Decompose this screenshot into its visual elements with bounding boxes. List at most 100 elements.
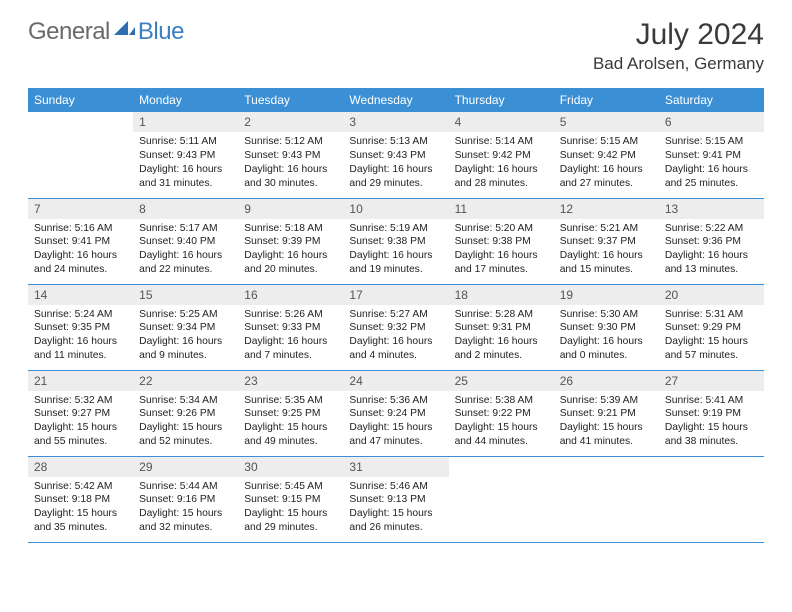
daylight-line: Daylight: 16 hours and 17 minutes. (455, 249, 548, 277)
day-number: 7 (28, 199, 133, 219)
day-number: 29 (133, 457, 238, 477)
header: General Blue July 2024 Bad Arolsen, Germ… (0, 0, 792, 82)
column-header: Wednesday (343, 88, 448, 112)
sunrise-line: Sunrise: 5:15 AM (665, 135, 758, 149)
day-details: Sunrise: 5:34 AMSunset: 9:26 PMDaylight:… (133, 391, 238, 456)
sunset-line: Sunset: 9:41 PM (665, 149, 758, 163)
logo-text-general: General (28, 18, 110, 46)
daylight-line: Daylight: 15 hours and 29 minutes. (244, 507, 337, 535)
day-details: Sunrise: 5:14 AMSunset: 9:42 PMDaylight:… (449, 132, 554, 197)
day-number: 4 (449, 112, 554, 132)
calendar-day-cell: 18Sunrise: 5:28 AMSunset: 9:31 PMDayligh… (449, 284, 554, 370)
sunset-line: Sunset: 9:31 PM (455, 321, 548, 335)
day-number: 25 (449, 371, 554, 391)
calendar-day-cell: 22Sunrise: 5:34 AMSunset: 9:26 PMDayligh… (133, 370, 238, 456)
calendar-day-cell: 6Sunrise: 5:15 AMSunset: 9:41 PMDaylight… (659, 112, 764, 198)
sunrise-line: Sunrise: 5:41 AM (665, 394, 758, 408)
day-number: 3 (343, 112, 448, 132)
sunset-line: Sunset: 9:43 PM (139, 149, 232, 163)
calendar-day-cell: 5Sunrise: 5:15 AMSunset: 9:42 PMDaylight… (554, 112, 659, 198)
day-details: Sunrise: 5:26 AMSunset: 9:33 PMDaylight:… (238, 305, 343, 370)
calendar-empty-cell (554, 456, 659, 542)
sunrise-line: Sunrise: 5:13 AM (349, 135, 442, 149)
daylight-line: Daylight: 16 hours and 30 minutes. (244, 163, 337, 191)
logo: General Blue (28, 18, 184, 46)
day-details: Sunrise: 5:13 AMSunset: 9:43 PMDaylight:… (343, 132, 448, 197)
calendar-day-cell: 26Sunrise: 5:39 AMSunset: 9:21 PMDayligh… (554, 370, 659, 456)
daylight-line: Daylight: 15 hours and 44 minutes. (455, 421, 548, 449)
daylight-line: Daylight: 16 hours and 4 minutes. (349, 335, 442, 363)
sunset-line: Sunset: 9:41 PM (34, 235, 127, 249)
sunrise-line: Sunrise: 5:25 AM (139, 308, 232, 322)
calendar-day-cell: 10Sunrise: 5:19 AMSunset: 9:38 PMDayligh… (343, 198, 448, 284)
calendar-day-cell: 14Sunrise: 5:24 AMSunset: 9:35 PMDayligh… (28, 284, 133, 370)
calendar-day-cell: 28Sunrise: 5:42 AMSunset: 9:18 PMDayligh… (28, 456, 133, 542)
day-number: 16 (238, 285, 343, 305)
column-header: Sunday (28, 88, 133, 112)
calendar-week-row: 14Sunrise: 5:24 AMSunset: 9:35 PMDayligh… (28, 284, 764, 370)
calendar-day-cell: 2Sunrise: 5:12 AMSunset: 9:43 PMDaylight… (238, 112, 343, 198)
sunset-line: Sunset: 9:40 PM (139, 235, 232, 249)
sunrise-line: Sunrise: 5:46 AM (349, 480, 442, 494)
sunset-line: Sunset: 9:16 PM (139, 493, 232, 507)
sunrise-line: Sunrise: 5:30 AM (560, 308, 653, 322)
daylight-line: Daylight: 16 hours and 20 minutes. (244, 249, 337, 277)
calendar-empty-cell (28, 112, 133, 198)
daylight-line: Daylight: 16 hours and 13 minutes. (665, 249, 758, 277)
calendar-day-cell: 25Sunrise: 5:38 AMSunset: 9:22 PMDayligh… (449, 370, 554, 456)
sunset-line: Sunset: 9:42 PM (455, 149, 548, 163)
sunset-line: Sunset: 9:27 PM (34, 407, 127, 421)
day-details: Sunrise: 5:28 AMSunset: 9:31 PMDaylight:… (449, 305, 554, 370)
day-number: 27 (659, 371, 764, 391)
day-details: Sunrise: 5:11 AMSunset: 9:43 PMDaylight:… (133, 132, 238, 197)
sunrise-line: Sunrise: 5:20 AM (455, 222, 548, 236)
sunset-line: Sunset: 9:38 PM (349, 235, 442, 249)
sunset-line: Sunset: 9:34 PM (139, 321, 232, 335)
day-details: Sunrise: 5:12 AMSunset: 9:43 PMDaylight:… (238, 132, 343, 197)
calendar-day-cell: 17Sunrise: 5:27 AMSunset: 9:32 PMDayligh… (343, 284, 448, 370)
sunrise-line: Sunrise: 5:31 AM (665, 308, 758, 322)
calendar-day-cell: 1Sunrise: 5:11 AMSunset: 9:43 PMDaylight… (133, 112, 238, 198)
calendar-day-cell: 7Sunrise: 5:16 AMSunset: 9:41 PMDaylight… (28, 198, 133, 284)
day-details: Sunrise: 5:17 AMSunset: 9:40 PMDaylight:… (133, 219, 238, 284)
sunset-line: Sunset: 9:30 PM (560, 321, 653, 335)
day-details: Sunrise: 5:42 AMSunset: 9:18 PMDaylight:… (28, 477, 133, 542)
day-number: 22 (133, 371, 238, 391)
daylight-line: Daylight: 15 hours and 38 minutes. (665, 421, 758, 449)
day-number: 6 (659, 112, 764, 132)
day-details: Sunrise: 5:15 AMSunset: 9:41 PMDaylight:… (659, 132, 764, 197)
day-number: 18 (449, 285, 554, 305)
sunrise-line: Sunrise: 5:32 AM (34, 394, 127, 408)
day-number: 21 (28, 371, 133, 391)
calendar-table: SundayMondayTuesdayWednesdayThursdayFrid… (28, 88, 764, 543)
column-header: Thursday (449, 88, 554, 112)
sunset-line: Sunset: 9:35 PM (34, 321, 127, 335)
daylight-line: Daylight: 16 hours and 19 minutes. (349, 249, 442, 277)
day-details: Sunrise: 5:38 AMSunset: 9:22 PMDaylight:… (449, 391, 554, 456)
day-details: Sunrise: 5:45 AMSunset: 9:15 PMDaylight:… (238, 477, 343, 542)
sunrise-line: Sunrise: 5:26 AM (244, 308, 337, 322)
logo-text-blue: Blue (138, 18, 184, 46)
day-details: Sunrise: 5:16 AMSunset: 9:41 PMDaylight:… (28, 219, 133, 284)
day-number: 24 (343, 371, 448, 391)
daylight-line: Daylight: 15 hours and 52 minutes. (139, 421, 232, 449)
sunrise-line: Sunrise: 5:35 AM (244, 394, 337, 408)
column-header: Tuesday (238, 88, 343, 112)
day-number: 30 (238, 457, 343, 477)
day-details: Sunrise: 5:18 AMSunset: 9:39 PMDaylight:… (238, 219, 343, 284)
day-details: Sunrise: 5:20 AMSunset: 9:38 PMDaylight:… (449, 219, 554, 284)
sunrise-line: Sunrise: 5:14 AM (455, 135, 548, 149)
sunrise-line: Sunrise: 5:19 AM (349, 222, 442, 236)
sunrise-line: Sunrise: 5:16 AM (34, 222, 127, 236)
day-number: 5 (554, 112, 659, 132)
calendar-week-row: 7Sunrise: 5:16 AMSunset: 9:41 PMDaylight… (28, 198, 764, 284)
daylight-line: Daylight: 16 hours and 0 minutes. (560, 335, 653, 363)
calendar-day-cell: 20Sunrise: 5:31 AMSunset: 9:29 PMDayligh… (659, 284, 764, 370)
sunrise-line: Sunrise: 5:22 AM (665, 222, 758, 236)
day-details: Sunrise: 5:31 AMSunset: 9:29 PMDaylight:… (659, 305, 764, 370)
day-number: 2 (238, 112, 343, 132)
sunset-line: Sunset: 9:38 PM (455, 235, 548, 249)
day-number: 15 (133, 285, 238, 305)
column-header: Friday (554, 88, 659, 112)
daylight-line: Daylight: 16 hours and 29 minutes. (349, 163, 442, 191)
